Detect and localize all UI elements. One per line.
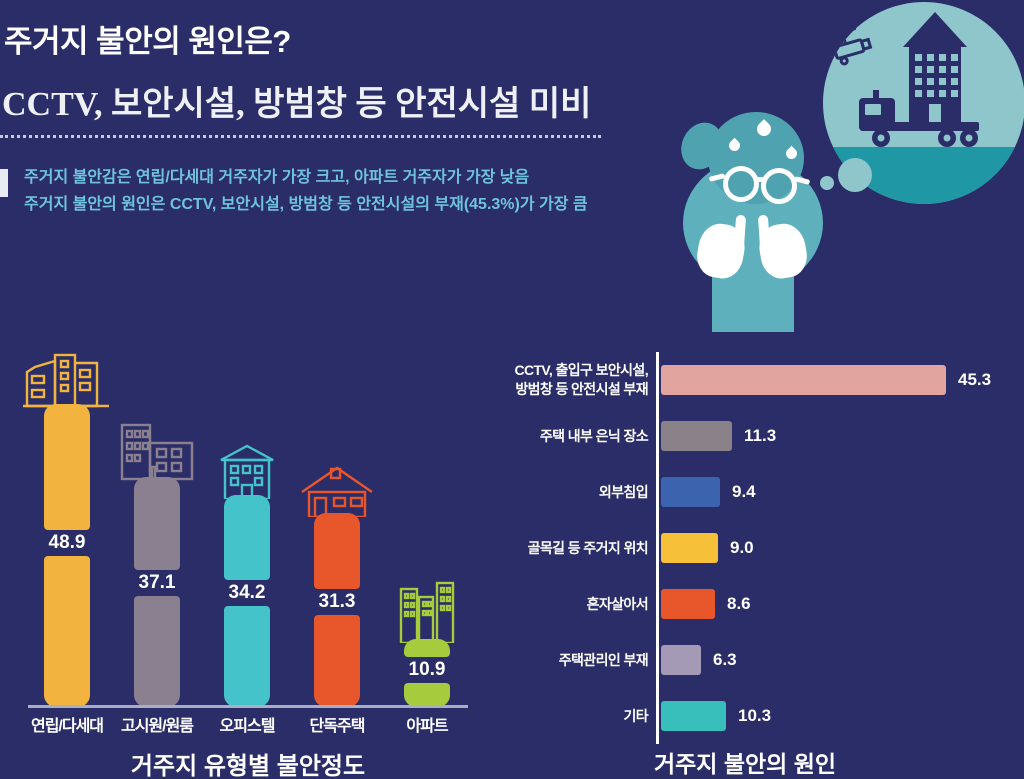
apartment-towers-icon [397, 579, 457, 645]
cause-row: 주택 내부 은닉 장소 11.3 [480, 408, 1024, 464]
bar-zone: 9.0 [656, 520, 1024, 576]
vertical-bar: 10.9 [404, 639, 450, 707]
bar-zone: 9.4 [656, 464, 1024, 520]
bar-value-label: 31.3 [318, 591, 356, 612]
bar-value-label: 8.6 [727, 594, 751, 613]
bar-zone: 10.3 [656, 688, 1024, 744]
cause-label: 주택 내부 은닉 장소 [539, 427, 649, 444]
page-subtitle: CCTV, 보안시설, 방범창 등 안전시설 미비 [0, 76, 602, 138]
cause-row: 외부침입 9.4 [480, 464, 1024, 520]
vertical-bar: 34.2 [224, 495, 270, 707]
bar-value-label: 34.2 [228, 582, 266, 603]
horizontal-bar [661, 421, 732, 451]
category-label: 단독주택 [309, 718, 366, 735]
cause-label: 기타 [623, 707, 648, 724]
category-label: 고시원/원룸 [120, 718, 194, 735]
category-label: 연립/다세대 [30, 718, 104, 735]
cause-row: 골목길 등 주거지 위치 9.0 [480, 520, 1024, 576]
thought-dot-large [838, 158, 872, 192]
studio-building-icon [114, 421, 200, 481]
cause-label: 주택관리인 부재 [558, 651, 649, 668]
anxiety-cause-chart: CCTV, 출입구 보안시설, 방범창 등 안전시설 부재 45.3 주택 내부 은… [480, 352, 1024, 744]
description-block: 주거지 불안감은 연립/다세대 거주자가 가장 크고, 아파트 거주자가 가장 … [24, 164, 588, 218]
cause-row: CCTV, 출입구 보안시설, 방범창 등 안전시설 부재 45.3 [480, 352, 1024, 408]
apartment-building-icon [903, 12, 967, 122]
bar-value-label: 45.3 [958, 370, 992, 389]
housing-type-category-labels: 연립/다세대 고시원/원룸 오피스텔 단독주택 아파트 [22, 712, 472, 736]
bar-value-label: 6.3 [713, 650, 737, 669]
bar-value-label: 9.4 [732, 482, 756, 501]
horizontal-bar [661, 533, 718, 563]
bar-column-연립/다세대: 48.9 [22, 350, 112, 707]
bar-value-label: 11.3 [744, 426, 777, 445]
cctv-camera-icon [830, 27, 873, 66]
thought-bubble [823, 2, 1024, 204]
bar-zone: 6.3 [656, 632, 1024, 688]
cause-label: CCTV, 출입구 보안시설, 방범창 등 안전시설 부재 [514, 362, 648, 397]
horizontal-bar [661, 701, 726, 731]
thought-dot-small [820, 176, 834, 190]
left-chart-title: 거주지 유형별 불안정도 [130, 753, 366, 779]
glasses-icon [761, 168, 797, 204]
cause-row: 혼자살아서 8.6 [480, 576, 1024, 632]
horizontal-bar [661, 365, 946, 395]
vertical-bar: 37.1 [134, 477, 180, 707]
detached-house-icon [298, 463, 376, 519]
glasses-icon [723, 166, 759, 202]
cause-row: 기타 10.3 [480, 688, 1024, 744]
bar-value-label: 9.0 [730, 538, 754, 557]
cause-row: 주택관리인 부재 6.3 [480, 632, 1024, 688]
bar-column-오피스텔: 34.2 [202, 350, 292, 707]
cause-label: 골목길 등 주거지 위치 [527, 539, 649, 556]
description-line-1: 주거지 불안감은 연립/다세대 거주자가 가장 크고, 아파트 거주자가 가장 … [24, 169, 530, 186]
officetel-building-icon [214, 443, 280, 501]
glasses-bridge [754, 177, 766, 182]
bar-value-label: 10.3 [738, 706, 772, 725]
category-label: 아파트 [406, 718, 448, 735]
cause-label: 혼자살아서 [586, 595, 649, 612]
vertical-bar: 48.9 [44, 404, 90, 707]
bubble-icons [830, 12, 979, 147]
cause-label: 외부침입 [598, 483, 649, 500]
bar-zone: 45.3 [656, 352, 1024, 408]
description-line-2: 주거지 불안의 원인은 CCTV, 보안시설, 방범창 등 안전시설의 부재(4… [24, 196, 588, 213]
chart-baseline [28, 705, 468, 708]
bar-value-label: 10.9 [408, 659, 446, 680]
bar-value-label: 48.9 [48, 532, 86, 553]
multiplex-building-icon [21, 350, 113, 408]
right-chart-title: 거주지 불안의 원인 [653, 751, 837, 777]
category-label: 오피스텔 [219, 718, 276, 735]
housing-type-anxiety-chart: 48.9 37.1 34.2 31.3 10.9 [22, 350, 472, 707]
bar-column-고시원/원룸: 37.1 [112, 350, 202, 707]
bar-value-label: 37.1 [138, 572, 176, 593]
horizontal-bar [661, 477, 720, 507]
bar-zone: 8.6 [656, 576, 1024, 632]
bar-column-아파트: 10.9 [382, 350, 472, 707]
vertical-bar: 31.3 [314, 513, 360, 707]
page-title: 주거지 불안의 원인은? [4, 24, 291, 59]
horizontal-bar [661, 645, 701, 675]
moving-truck-icon [859, 90, 979, 147]
horizontal-bar [661, 589, 715, 619]
description-accent-bar [0, 169, 8, 197]
bar-zone: 11.3 [656, 408, 1024, 464]
bar-column-단독주택: 31.3 [292, 350, 382, 707]
